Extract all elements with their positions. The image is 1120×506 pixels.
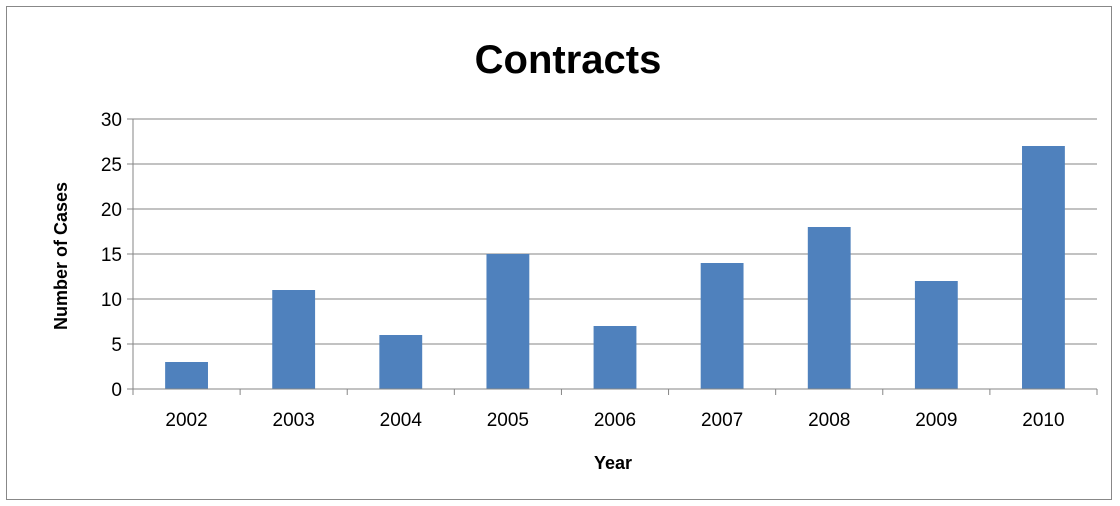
- x-tick-label: 2010: [1022, 410, 1064, 431]
- bar-2007: [700, 263, 744, 389]
- x-tick-label: 2007: [701, 410, 743, 431]
- bar-2008: [807, 227, 851, 389]
- x-tick-labels: 2002 2003 2004 2005 2006 2007 2008 2009 2010: [165, 410, 1064, 431]
- y-tick-label: 0: [111, 380, 122, 401]
- chart-title: Contracts: [475, 38, 662, 82]
- chart-area: [6, 6, 1112, 500]
- x-tick-label: 2003: [273, 410, 315, 431]
- bar-2010: [1022, 146, 1065, 389]
- bars: [165, 146, 1065, 389]
- bar-2004: [379, 335, 423, 389]
- bar-2002: [165, 362, 208, 389]
- y-tick-label: 20: [101, 200, 122, 221]
- bar-2003: [272, 290, 316, 389]
- x-tick-label: 2008: [808, 410, 850, 431]
- y-tick-label: 10: [101, 290, 122, 311]
- x-tick-label: 2005: [487, 410, 529, 431]
- y-tick-label: 25: [101, 155, 122, 176]
- axes: [127, 118, 1098, 395]
- x-axis-label: Year: [594, 453, 632, 473]
- y-tick-label: 15: [101, 245, 122, 266]
- y-tick-label: 5: [111, 335, 122, 356]
- y-axis-label: Number of Cases: [51, 182, 71, 330]
- x-tick-label: 2002: [165, 410, 207, 431]
- x-tick-label: 2004: [380, 410, 423, 431]
- bar-2009: [914, 281, 958, 389]
- y-tick-labels: 0 5 10 15 20 25 30: [101, 110, 122, 401]
- x-tick-label: 2006: [594, 410, 636, 431]
- bar-2005: [486, 254, 530, 389]
- bar-2006: [593, 326, 637, 389]
- y-tick-label: 30: [101, 110, 122, 131]
- x-tick-label: 2009: [915, 410, 957, 431]
